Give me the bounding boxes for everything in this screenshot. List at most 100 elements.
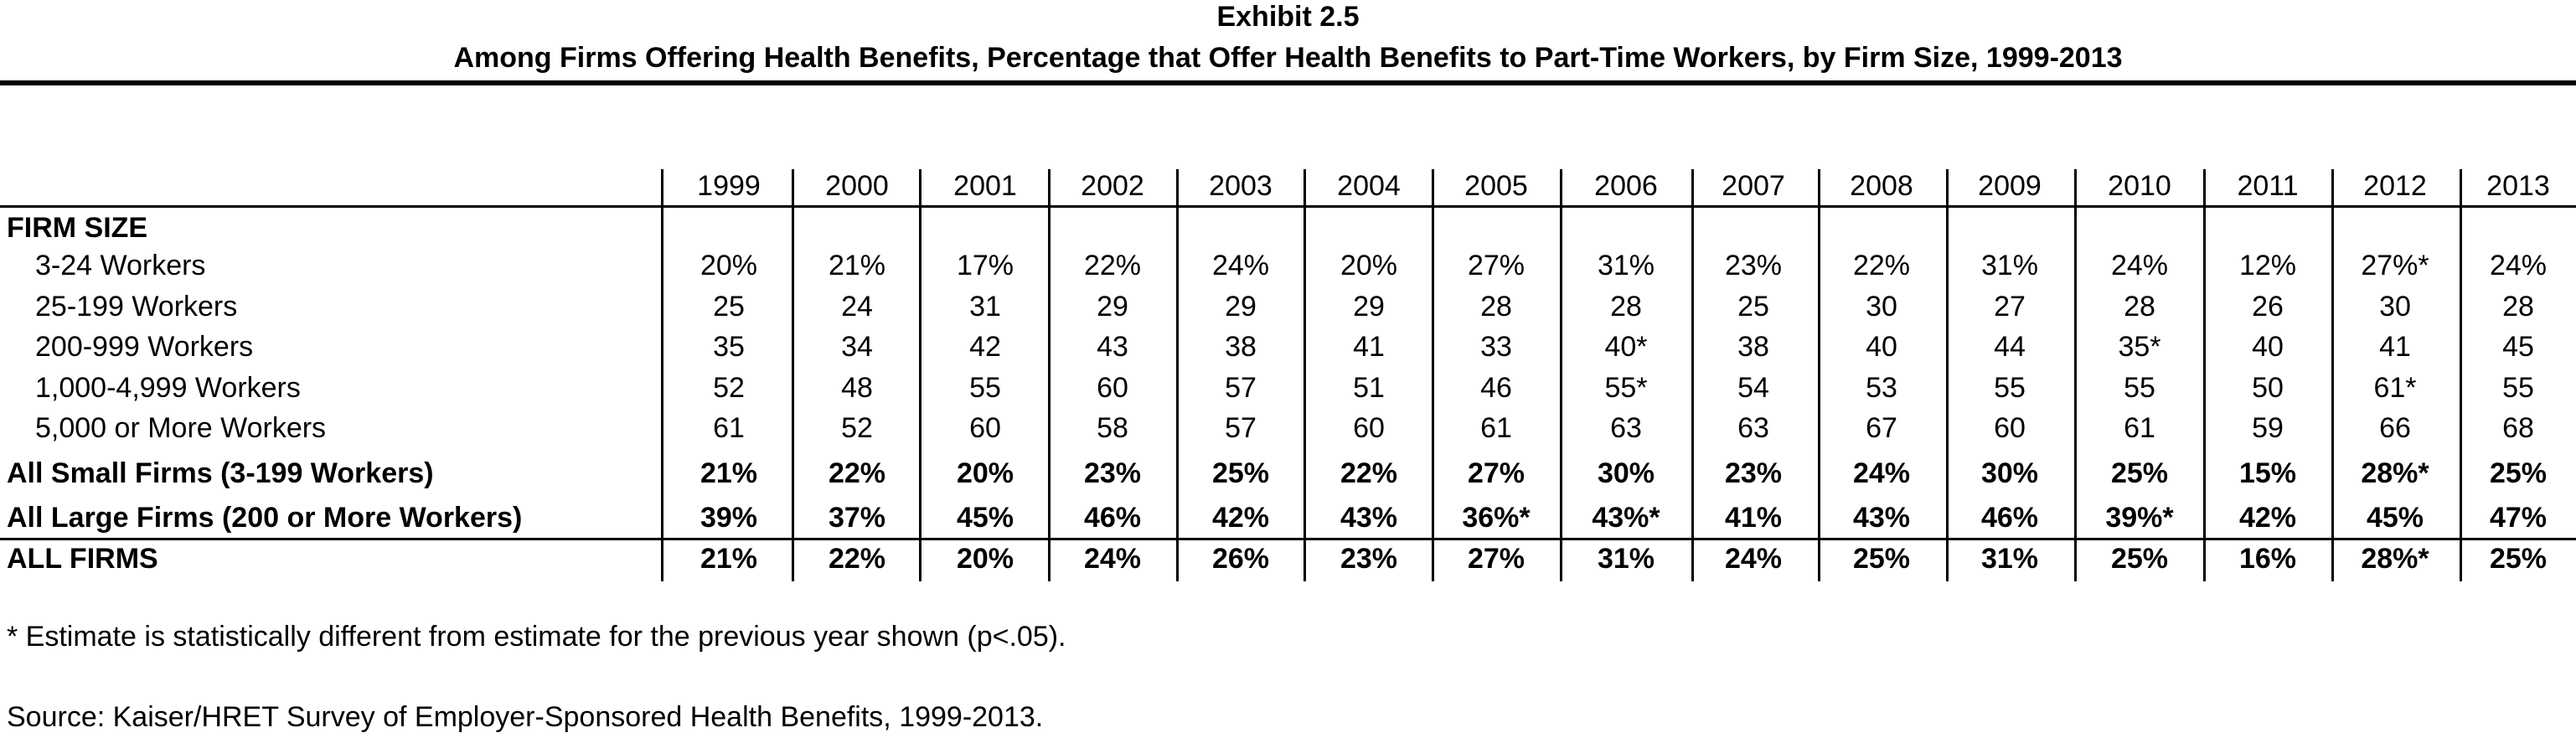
row-label: ALL FIRMS: [7, 543, 158, 575]
table-cell: 34: [841, 331, 873, 363]
table-cell: 20%: [699, 250, 758, 281]
table-cell: 31: [969, 291, 1001, 323]
table-cell: 46%: [1980, 502, 2039, 534]
table-cell: 29: [1225, 291, 1257, 323]
table-cell: 25: [1737, 291, 1769, 323]
table-cell: 39%*: [2105, 502, 2174, 534]
table-cell: 52: [841, 412, 873, 444]
column-divider: [2331, 169, 2334, 581]
table-cell: 33: [1480, 331, 1512, 363]
table-cell: 26%: [1211, 543, 1270, 575]
source-note: Source: Kaiser/HRET Survey of Employer-S…: [7, 701, 1044, 733]
year-header: 2008: [1850, 170, 1913, 202]
row-label: All Large Firms (200 or More Workers): [7, 502, 523, 534]
table-cell: 57: [1225, 412, 1257, 444]
table-cell: 24%: [2110, 250, 2169, 281]
table-cell: 30: [1866, 291, 1897, 323]
table-cell: 25%: [2489, 543, 2548, 575]
table-cell: 23%: [1083, 457, 1142, 489]
column-divider: [1818, 169, 1820, 581]
table-cell: 25: [713, 291, 745, 323]
table-cell: 23%: [1340, 543, 1398, 575]
table-cell: 61: [713, 412, 745, 444]
column-divider: [2074, 169, 2077, 581]
table-cell: 45%: [2366, 502, 2424, 534]
table-cell: 38: [1737, 331, 1769, 363]
table-cell: 21%: [828, 250, 886, 281]
table-cell: 35: [713, 331, 745, 363]
table-cell: 45%: [956, 502, 1014, 534]
table-cell: 25%: [2110, 457, 2169, 489]
table-cell: 31%: [1597, 250, 1655, 281]
column-divider: [919, 169, 921, 581]
table-cell: 39%: [699, 502, 758, 534]
table-cell: 40*: [1604, 331, 1648, 363]
table-cell: 42: [969, 331, 1001, 363]
column-divider: [1176, 169, 1179, 581]
table-cell: 55: [2124, 372, 2155, 404]
table-cell: 60: [1097, 372, 1128, 404]
table-cell: 44: [1994, 331, 2026, 363]
table-cell: 12%: [2238, 250, 2297, 281]
table-cell: 20%: [956, 457, 1014, 489]
row-label: 1,000-4,999 Workers: [35, 372, 301, 404]
table-cell: 20%: [1340, 250, 1398, 281]
table-cell: 23%: [1724, 457, 1783, 489]
table-cell: 28%*: [2361, 457, 2429, 489]
table-cell: 43%: [1340, 502, 1398, 534]
year-header: 2004: [1337, 170, 1401, 202]
column-divider: [2203, 169, 2206, 581]
table-cell: 31%: [1597, 543, 1655, 575]
table-cell: 25%: [1211, 457, 1270, 489]
year-header: 2003: [1209, 170, 1273, 202]
column-divider: [2460, 169, 2462, 581]
year-header: 2002: [1081, 170, 1144, 202]
table-cell: 22%: [1852, 250, 1911, 281]
table-cell: 27%: [1467, 250, 1525, 281]
table-cell: 46: [1480, 372, 1512, 404]
table-cell: 43%*: [1592, 502, 1660, 534]
column-divider: [1691, 169, 1694, 581]
table-cell: 20%: [956, 543, 1014, 575]
table-cell: 28: [1480, 291, 1512, 323]
table-cell: 48: [841, 372, 873, 404]
table-cell: 55: [969, 372, 1001, 404]
table-cell: 66: [2379, 412, 2411, 444]
table-cell: 27%*: [2361, 250, 2429, 281]
table-cell: 47%: [2489, 502, 2548, 534]
table-cell: 15%: [2238, 457, 2297, 489]
table-cell: 67: [1866, 412, 1897, 444]
table-cell: 30: [2379, 291, 2411, 323]
row-label: 25-199 Workers: [35, 291, 238, 323]
table-cell: 55: [2502, 372, 2534, 404]
table-cell: 24%: [2489, 250, 2548, 281]
table-cell: 21%: [699, 543, 758, 575]
table-cell: 31%: [1980, 250, 2039, 281]
column-divider: [1048, 169, 1051, 581]
year-header: 2007: [1722, 170, 1785, 202]
table-cell: 53: [1866, 372, 1897, 404]
table-cell: 28: [1610, 291, 1642, 323]
table-cell: 61: [2124, 412, 2155, 444]
table-cell: 40: [1866, 331, 1897, 363]
year-header: 2010: [2108, 170, 2171, 202]
table-cell: 22%: [828, 457, 886, 489]
table-cell: 17%: [956, 250, 1014, 281]
table-cell: 63: [1610, 412, 1642, 444]
table-cell: 61: [1480, 412, 1512, 444]
table-cell: 59: [2252, 412, 2284, 444]
table-cell: 24%: [1083, 543, 1142, 575]
table-cell: 50: [2252, 372, 2284, 404]
table-cell: 27: [1994, 291, 2026, 323]
year-header: 2011: [2237, 170, 2299, 202]
column-divider: [1432, 169, 1434, 581]
column-divider: [792, 169, 794, 581]
table-cell: 24: [841, 291, 873, 323]
table-cell: 42%: [2238, 502, 2297, 534]
table-cell: 16%: [2238, 543, 2297, 575]
footnote: * Estimate is statistically different fr…: [7, 621, 1066, 653]
table-cell: 55*: [1604, 372, 1648, 404]
table-cell: 25%: [2110, 543, 2169, 575]
row-label: 5,000 or More Workers: [35, 412, 327, 444]
table-cell: 25%: [2489, 457, 2548, 489]
